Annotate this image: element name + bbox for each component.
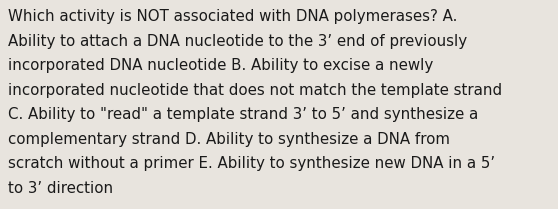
Text: incorporated nucleotide that does not match the template strand: incorporated nucleotide that does not ma… — [8, 83, 503, 98]
Text: complementary strand D. Ability to synthesize a DNA from: complementary strand D. Ability to synth… — [8, 132, 450, 147]
Text: incorporated DNA nucleotide B. Ability to excise a newly: incorporated DNA nucleotide B. Ability t… — [8, 58, 434, 73]
Text: scratch without a primer E. Ability to synthesize new DNA in a 5’: scratch without a primer E. Ability to s… — [8, 156, 496, 171]
Text: Ability to attach a DNA nucleotide to the 3’ end of previously: Ability to attach a DNA nucleotide to th… — [8, 34, 468, 49]
Text: Which activity is NOT associated with DNA polymerases? A.: Which activity is NOT associated with DN… — [8, 9, 458, 24]
Text: C. Ability to "read" a template strand 3’ to 5’ and synthesize a: C. Ability to "read" a template strand 3… — [8, 107, 479, 122]
Text: to 3’ direction: to 3’ direction — [8, 181, 113, 196]
